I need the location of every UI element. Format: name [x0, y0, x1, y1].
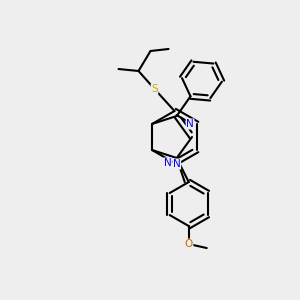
Text: O: O	[184, 239, 193, 249]
Text: N: N	[173, 159, 181, 169]
Text: S: S	[151, 84, 158, 94]
Text: N: N	[164, 158, 171, 168]
Text: N: N	[186, 119, 194, 129]
